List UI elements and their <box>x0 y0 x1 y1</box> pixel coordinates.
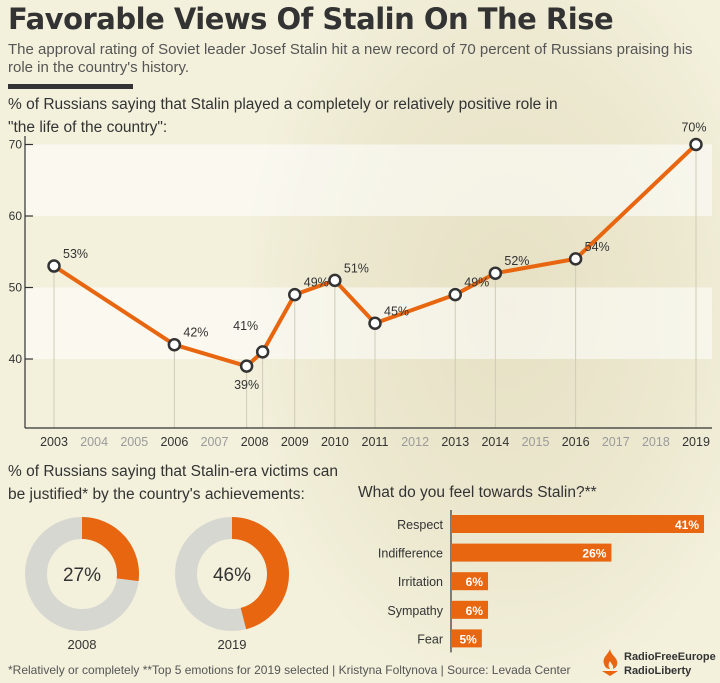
x-tick-label: 2003 <box>40 435 68 449</box>
data-point <box>488 266 503 280</box>
data-label: 41% <box>233 319 258 333</box>
page-subtitle: The approval rating of Soviet leader Jos… <box>8 41 693 76</box>
title-underline <box>8 84 133 89</box>
x-tick-label: 2011 <box>362 435 389 449</box>
logo-text-line2: RadioLiberty <box>624 665 692 677</box>
data-point <box>568 252 583 266</box>
data-point <box>167 337 182 352</box>
data-label: 42% <box>183 326 208 340</box>
donut-year-label: 2008 <box>68 637 97 652</box>
x-tick-label: 2008 <box>241 435 269 449</box>
data-point <box>328 273 342 288</box>
x-tick-label: 2017 <box>602 435 630 449</box>
data-point <box>288 287 302 302</box>
bar <box>451 629 482 648</box>
data-label: 49% <box>464 276 489 290</box>
bar-value-label: 41% <box>675 518 699 532</box>
data-label: 51% <box>344 261 369 275</box>
data-label: 53% <box>63 247 88 261</box>
data-label: 54% <box>585 240 610 254</box>
bar-category-label: Respect <box>397 518 443 532</box>
x-tick-label: 2014 <box>481 435 509 449</box>
x-tick-label: 2007 <box>201 435 229 449</box>
bar-chart-heading: What do you feel towards Stalin?** <box>358 484 597 501</box>
bar <box>451 572 489 591</box>
page-title: Favorable Views Of Stalin On The Rise <box>8 2 614 36</box>
data-label: 49% <box>304 276 329 290</box>
data-label: 39% <box>234 378 259 392</box>
data-point <box>239 359 254 373</box>
x-tick-label: 2018 <box>642 435 670 449</box>
x-tick-label: 2013 <box>441 435 469 449</box>
data-label: 52% <box>504 254 529 268</box>
footnote: *Relatively or completely **Top 5 emotio… <box>8 663 571 677</box>
bar-value-label: 6% <box>466 575 484 589</box>
bar <box>451 600 489 619</box>
y-tick-label: 70 <box>9 138 23 152</box>
x-tick-label: 2004 <box>80 435 108 449</box>
rferl-logo: RadioFreeEurope RadioLiberty <box>598 645 718 681</box>
flame-logo-icon <box>602 649 618 676</box>
data-point <box>47 259 61 273</box>
y-tick-label: 50 <box>9 281 23 295</box>
donut-year-label: 2019 <box>218 637 247 652</box>
x-tick-label: 2005 <box>120 435 148 449</box>
donut-segment <box>231 517 289 630</box>
donut-segment <box>81 517 139 582</box>
x-tick-label: 2009 <box>281 435 309 449</box>
bar-category-label: Indifference <box>378 547 443 561</box>
data-label: 45% <box>384 304 409 318</box>
bar-value-label: 5% <box>460 632 478 646</box>
x-tick-label: 2010 <box>321 435 349 449</box>
x-tick-label: 2016 <box>562 435 590 449</box>
bar-category-label: Sympathy <box>387 604 443 618</box>
x-tick-label: 2015 <box>522 435 550 449</box>
y-tick-label: 60 <box>9 209 23 223</box>
bar-value-label: 26% <box>582 547 606 561</box>
x-tick-label: 2006 <box>160 435 188 449</box>
bar <box>451 515 704 533</box>
logo-text-line1: RadioFreeEurope <box>624 651 716 663</box>
donut-value-label: 46% <box>213 565 251 586</box>
donut-chart-heading: % of Russians saying that Stalin-era vic… <box>8 463 338 503</box>
data-point <box>448 287 462 302</box>
data-point <box>368 316 382 330</box>
grid-band <box>25 144 712 216</box>
data-point <box>689 137 703 152</box>
x-tick-label: 2012 <box>401 435 429 449</box>
y-tick-label: 40 <box>9 352 23 366</box>
line-chart-heading: % of Russians saying that Stalin played … <box>8 96 558 136</box>
data-point <box>255 345 270 359</box>
data-label: 70% <box>681 121 706 135</box>
bar-category-label: Fear <box>417 632 443 646</box>
x-tick-label: 2019 <box>682 435 710 449</box>
donut-value-label: 27% <box>63 565 101 586</box>
bar <box>451 543 612 562</box>
bar-category-label: Irritation <box>398 575 443 589</box>
bar-value-label: 6% <box>466 604 484 618</box>
